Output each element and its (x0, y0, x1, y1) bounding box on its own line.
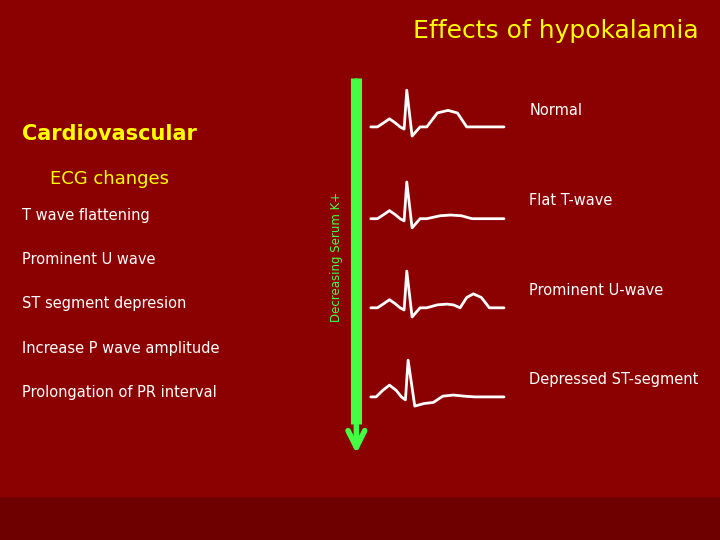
Text: ST segment depresion: ST segment depresion (22, 296, 186, 312)
Text: Effects of hypokalamia: Effects of hypokalamia (413, 19, 698, 43)
Text: Increase P wave amplitude: Increase P wave amplitude (22, 341, 219, 356)
Text: Prominent U wave: Prominent U wave (22, 252, 155, 267)
Text: Flat T-wave: Flat T-wave (529, 193, 613, 208)
Text: Cardiovascular: Cardiovascular (22, 124, 197, 144)
Text: ECG changes: ECG changes (50, 170, 169, 188)
Text: Depressed ST-segment: Depressed ST-segment (529, 372, 698, 387)
Text: Prominent U-wave: Prominent U-wave (529, 283, 663, 298)
Bar (0, 497, 720, 540)
Text: Prolongation of PR interval: Prolongation of PR interval (22, 385, 216, 400)
Text: T wave flattening: T wave flattening (22, 208, 149, 223)
Text: Normal: Normal (529, 103, 582, 118)
Text: Decreasing Serum K+: Decreasing Serum K+ (330, 192, 343, 321)
